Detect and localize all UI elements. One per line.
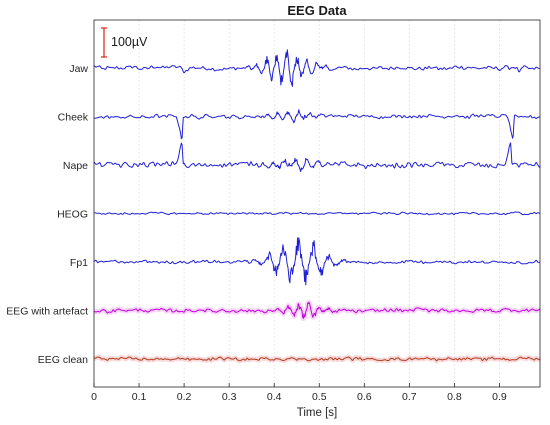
plot-frame — [93, 19, 541, 388]
x-tick-label: 0.4 — [267, 391, 282, 403]
channel-label: HEOG — [57, 209, 88, 221]
channel-label: EEG clean — [38, 354, 88, 366]
trace-eeg-with-artefact — [93, 301, 541, 319]
channel-label: Jaw — [69, 63, 88, 75]
trace-cheek — [93, 109, 541, 140]
grid — [93, 20, 500, 387]
trace-eeg-clean — [93, 356, 541, 362]
x-tick-label: 0.7 — [402, 391, 417, 403]
trace-jaw — [93, 49, 541, 87]
chart-title: EEG Data — [287, 3, 347, 18]
x-axis-label: Time [s] — [297, 407, 337, 419]
x-tick-label: 0.8 — [447, 391, 462, 403]
x-tick-label: 0.6 — [357, 391, 372, 403]
x-tick-label: 0.2 — [177, 391, 192, 403]
scale-bar: 100µV — [101, 27, 148, 58]
channel-labels: Jaw Cheek Nape HEOG Fp1 EEG with artefact EEG … — [6, 63, 88, 366]
x-tick-label: 0.5 — [312, 391, 327, 403]
x-tick-label: 0.9 — [492, 391, 507, 403]
x-tick-label: 0.3 — [222, 391, 237, 403]
channel-label: Fp1 — [70, 257, 88, 269]
x-tick-label: 0.1 — [132, 391, 147, 403]
trace-heog — [93, 211, 541, 216]
channel-label: EEG with artefact — [6, 306, 88, 318]
traces — [92, 49, 542, 364]
channel-label: Nape — [63, 160, 88, 172]
channel-label: Cheek — [58, 112, 89, 124]
x-axis-ticks: 0 0.1 0.2 0.3 0.4 0.5 0.6 0.7 0.8 0.9 — [91, 383, 507, 403]
trace-fp1 — [93, 237, 540, 286]
scale-bar-label: 100µV — [111, 35, 148, 49]
trace-nape — [93, 142, 541, 172]
x-tick-label: 0 — [91, 391, 97, 403]
